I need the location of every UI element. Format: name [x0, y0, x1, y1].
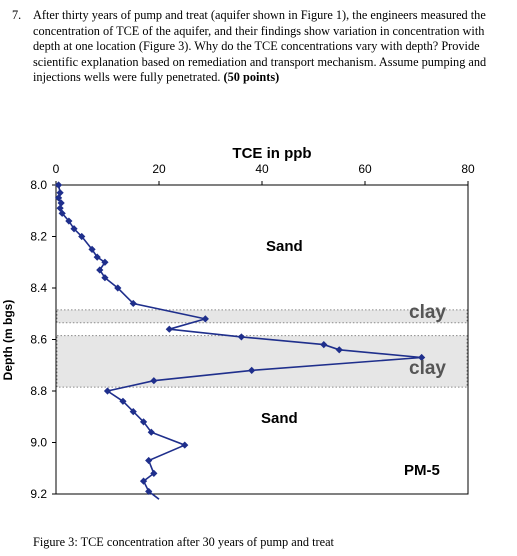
data-point-marker [139, 477, 148, 485]
data-point-marker [150, 377, 158, 385]
data-point-marker [237, 333, 245, 341]
data-point-marker [58, 209, 66, 217]
data-point-marker [119, 397, 127, 405]
data-point-marker [65, 217, 73, 225]
data-point-marker [101, 274, 109, 282]
data-point-marker [96, 266, 104, 274]
data-point-marker [57, 199, 65, 207]
clay-bands [56, 309, 468, 388]
data-point-marker [70, 225, 78, 233]
data-point-marker [147, 428, 155, 436]
x-tick-label: 40 [255, 162, 269, 176]
data-point-marker [56, 204, 64, 212]
y-tick-label: 9.0 [30, 436, 47, 450]
data-point-marker [129, 299, 137, 308]
data-point-marker [114, 284, 122, 292]
data-point-marker [129, 408, 137, 416]
data-point-marker [248, 366, 256, 374]
question-points: (50 points) [223, 70, 280, 85]
x-tick-label: 0 [53, 162, 60, 176]
data-point-marker [418, 353, 426, 362]
clay-layer-lower [56, 335, 468, 388]
question-number: 7. [12, 8, 22, 22]
data-point-marker [93, 253, 101, 261]
data-point-marker [145, 487, 153, 496]
annotation-clay-upper: clay [409, 302, 446, 323]
annotation-well: PM-5 [404, 462, 440, 479]
data-point-marker [101, 258, 109, 266]
data-point-marker [181, 441, 189, 449]
y-axis-ticks: 8.0 8.2 8.4 8.6 8.8 9.0 9.2 [30, 178, 56, 501]
annotation-clay-lower: clay [409, 358, 446, 379]
y-tick-label: 8.0 [30, 178, 47, 192]
annotation-sand-upper: Sand [266, 238, 303, 255]
data-point-marker [320, 341, 328, 349]
clay-layer-upper [56, 309, 468, 324]
data-point-marker [139, 418, 148, 426]
question-text: After thirty years of pump and treat (aq… [33, 8, 487, 85]
y-tick-label: 8.2 [30, 230, 47, 244]
y-tick-label: 9.2 [30, 487, 47, 501]
question-text-block: After thirty years of pump and treat (aq… [33, 8, 503, 86]
tce-series [54, 181, 426, 500]
y-tick-label: 8.4 [30, 281, 47, 295]
y-tick-label: 8.8 [30, 384, 47, 398]
data-point-marker [201, 315, 209, 323]
data-point-marker [54, 194, 63, 202]
data-point-marker [165, 325, 173, 333]
figure-caption: Figure 3: TCE concentration after 30 yea… [33, 535, 334, 549]
data-point-marker [56, 189, 64, 197]
annotation-sand-lower: Sand [261, 410, 298, 427]
data-point-marker [103, 387, 112, 395]
data-point-marker [54, 181, 63, 189]
data-point-marker [145, 456, 153, 465]
data-point-marker [335, 346, 343, 354]
chart-title: TCE in ppb [232, 145, 311, 162]
x-axis-ticks: 0 20 40 60 80 [53, 162, 475, 185]
x-tick-label: 60 [358, 162, 372, 176]
x-tick-label: 20 [152, 162, 166, 176]
data-point-marker [150, 469, 158, 477]
data-point-marker [88, 245, 96, 253]
y-tick-label: 8.6 [30, 333, 47, 347]
data-point-marker [78, 232, 86, 241]
y-axis-label: Depth (m bgs) [1, 300, 15, 381]
x-tick-label: 80 [461, 162, 475, 176]
